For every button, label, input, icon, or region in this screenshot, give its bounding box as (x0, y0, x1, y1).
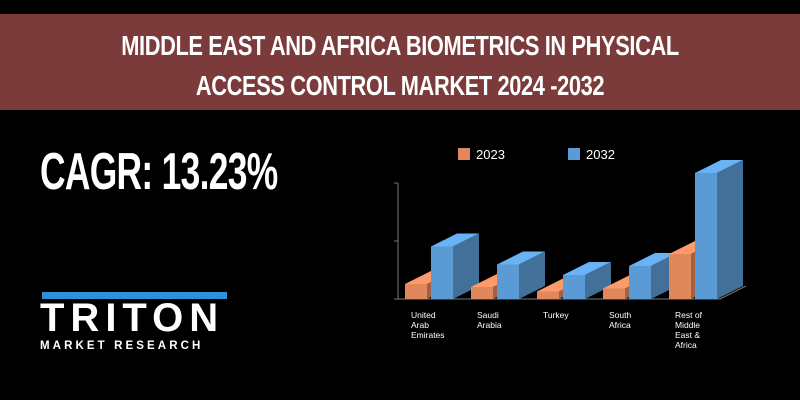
legend-label-2032: 2032 (586, 147, 615, 162)
cagr-label: CAGR: 13.23% (40, 143, 278, 201)
x-label-4: Rest of Middle East & Africa (675, 310, 703, 350)
chart-legend: 2023 2032 (458, 147, 615, 162)
bar-2032-2 (563, 262, 611, 299)
x-label-1: Saudi Arabia (477, 310, 502, 330)
logo-accent-bar (42, 292, 227, 299)
bar-2032-0 (431, 233, 479, 299)
bar-2032-4 (695, 160, 743, 299)
bar-2032-1 (497, 251, 545, 299)
x-axis-depth (719, 285, 747, 300)
logo-tagline: MARKET RESEARCH (40, 340, 204, 352)
logo-name: TRITON (40, 296, 225, 340)
title-banner: MIDDLE EAST AND AFRICA BIOMETRICS IN PHY… (0, 14, 800, 110)
title-line-2: ACCESS CONTROL MARKET 2024 -2032 (195, 70, 605, 101)
title-line-1: MIDDLE EAST AND AFRICA BIOMETRICS IN PHY… (121, 30, 679, 61)
x-label-0: United Arab Emirates (411, 310, 445, 340)
triton-logo: TRITON MARKET RESEARCH (40, 290, 230, 354)
chart-x-labels: United Arab Emirates Saudi Arabia Turkey South… (411, 310, 703, 350)
legend-label-2023: 2023 (476, 147, 505, 162)
legend-swatch-2032 (568, 148, 580, 160)
chart-bars (405, 160, 743, 299)
legend-swatch-2023 (458, 148, 470, 160)
x-label-2: Turkey (543, 310, 569, 320)
x-label-3: South Africa (609, 310, 631, 330)
